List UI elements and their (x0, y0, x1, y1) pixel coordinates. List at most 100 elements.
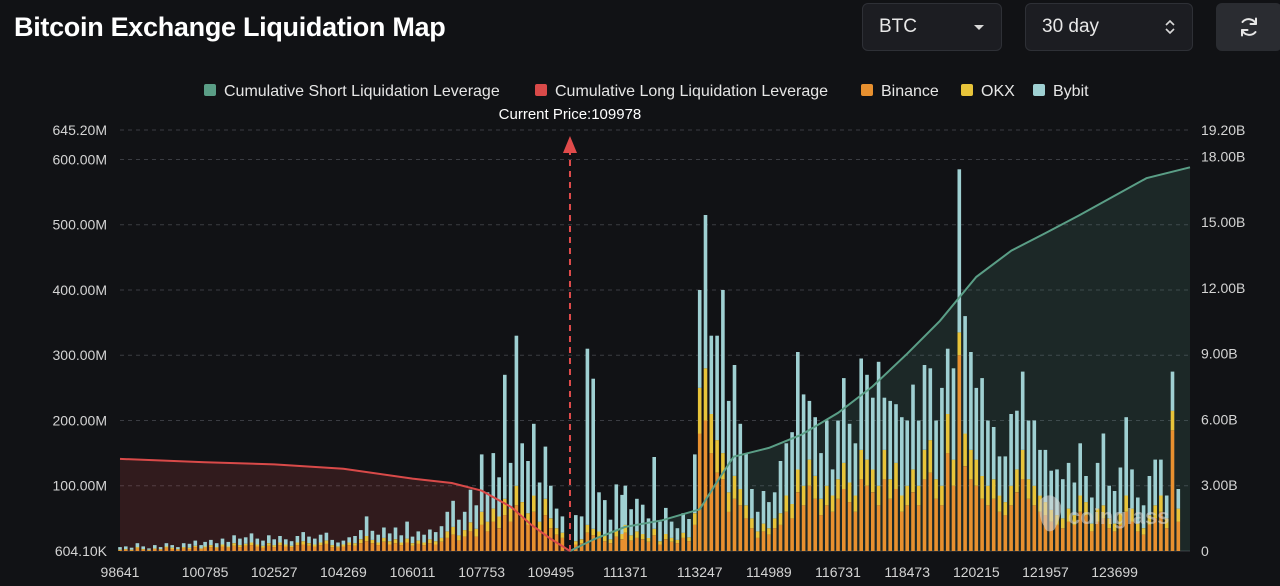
bar-okx (370, 539, 375, 544)
bar-okx (922, 449, 927, 480)
bar-binance (451, 534, 455, 551)
bar-bybit (969, 352, 973, 450)
bar-binance (669, 541, 674, 551)
bar-okx (801, 485, 806, 506)
bar-okx (462, 530, 467, 537)
bar-binance (1101, 518, 1106, 551)
bar-binance (158, 549, 163, 551)
bar-bybit (709, 335, 714, 414)
bar-bybit (393, 527, 398, 540)
bar-bybit (141, 546, 145, 549)
bar-binance (842, 489, 846, 551)
bar-bybit (532, 423, 536, 496)
short-liquidation-line (569, 166, 1191, 552)
bar-bybit (554, 508, 559, 529)
bar-okx (278, 542, 282, 546)
bar-okx (911, 469, 915, 493)
bar-binance (813, 498, 817, 551)
bar-binance (485, 531, 490, 551)
bar-bybit (928, 368, 933, 441)
bar-binance (940, 505, 944, 551)
bar-okx (393, 539, 398, 544)
bar-binance (514, 505, 519, 551)
bar-binance (755, 537, 760, 551)
bar-binance (1176, 521, 1181, 551)
bar-bybit (888, 400, 892, 480)
bar-binance (341, 546, 346, 551)
bar-binance (1153, 518, 1157, 551)
bar-binance (715, 472, 719, 551)
bar-okx (503, 498, 507, 516)
bar-bybit (416, 531, 421, 541)
bar-bybit (1061, 479, 1065, 519)
bar-okx (199, 548, 203, 550)
bar-binance (1078, 511, 1082, 551)
bar-okx (433, 541, 438, 545)
bar-bybit (1147, 476, 1152, 516)
bar-bybit (474, 505, 479, 529)
bar-okx (214, 547, 219, 549)
bar-okx (1015, 469, 1019, 493)
asset-select[interactable]: BTC (862, 3, 1002, 51)
bar-bybit (243, 537, 248, 544)
bar-bybit (462, 511, 467, 531)
bar-okx (353, 543, 357, 546)
bar-binance (819, 515, 823, 551)
bar-bybit (1032, 420, 1037, 486)
bar-binance (1084, 515, 1088, 551)
bar-okx (549, 518, 553, 529)
bar-binance (520, 518, 524, 551)
bar-okx (364, 536, 369, 542)
bar-bybit (911, 384, 915, 470)
bar-bybit (261, 540, 265, 546)
bar-bybit (825, 420, 829, 486)
bar-bybit (738, 423, 743, 490)
bar-bybit (370, 530, 375, 540)
x-tick-label: 100785 (182, 564, 229, 580)
bar-bybit (176, 547, 180, 550)
y-right-tick-label: 9.00B (1201, 346, 1238, 362)
bar-bybit (1153, 459, 1157, 506)
bar-binance (900, 511, 904, 551)
bar-binance (969, 479, 973, 551)
x-tick-label: 104269 (320, 564, 367, 580)
legend-label: Bybit (1053, 83, 1089, 100)
bar-okx (313, 544, 317, 547)
bar-bybit (871, 397, 875, 470)
bar-binance (1032, 505, 1037, 551)
bar-binance (462, 536, 467, 551)
bar-bybit (267, 535, 271, 544)
bar-binance (871, 492, 875, 551)
bar-bybit (514, 335, 519, 486)
bar-okx (1072, 515, 1077, 525)
bar-bybit (922, 365, 927, 450)
bar-okx (1164, 518, 1169, 529)
bar-bybit (830, 469, 835, 496)
bar-bybit (991, 427, 996, 480)
bar-bybit (232, 535, 236, 544)
bar-bybit (249, 533, 254, 543)
bar-binance (951, 485, 956, 551)
bar-bybit (278, 536, 282, 543)
bar-bybit (574, 515, 578, 542)
bar-okx (341, 544, 346, 547)
bar-binance (387, 544, 392, 551)
bar-bybit (193, 540, 198, 546)
bar-bybit (187, 543, 192, 548)
page-title: Bitcoin Exchange Liquidation Map (14, 12, 446, 42)
bar-bybit (767, 502, 771, 529)
range-select[interactable]: 30 day (1025, 3, 1193, 51)
refresh-button[interactable] (1216, 3, 1280, 51)
bar-bybit (693, 454, 697, 514)
bar-bybit (1159, 459, 1163, 496)
bar-okx (170, 547, 174, 549)
bar-bybit (813, 417, 817, 476)
bar-okx (1141, 528, 1146, 535)
bar-binance (928, 472, 933, 551)
bar-okx (772, 518, 777, 529)
bar-binance (124, 549, 128, 551)
bar-binance (801, 505, 806, 551)
bar-bybit (614, 484, 619, 531)
chart-legend[interactable]: Cumulative Short Liquidation Leverage Cum… (204, 83, 1089, 100)
bar-bybit (603, 500, 607, 536)
